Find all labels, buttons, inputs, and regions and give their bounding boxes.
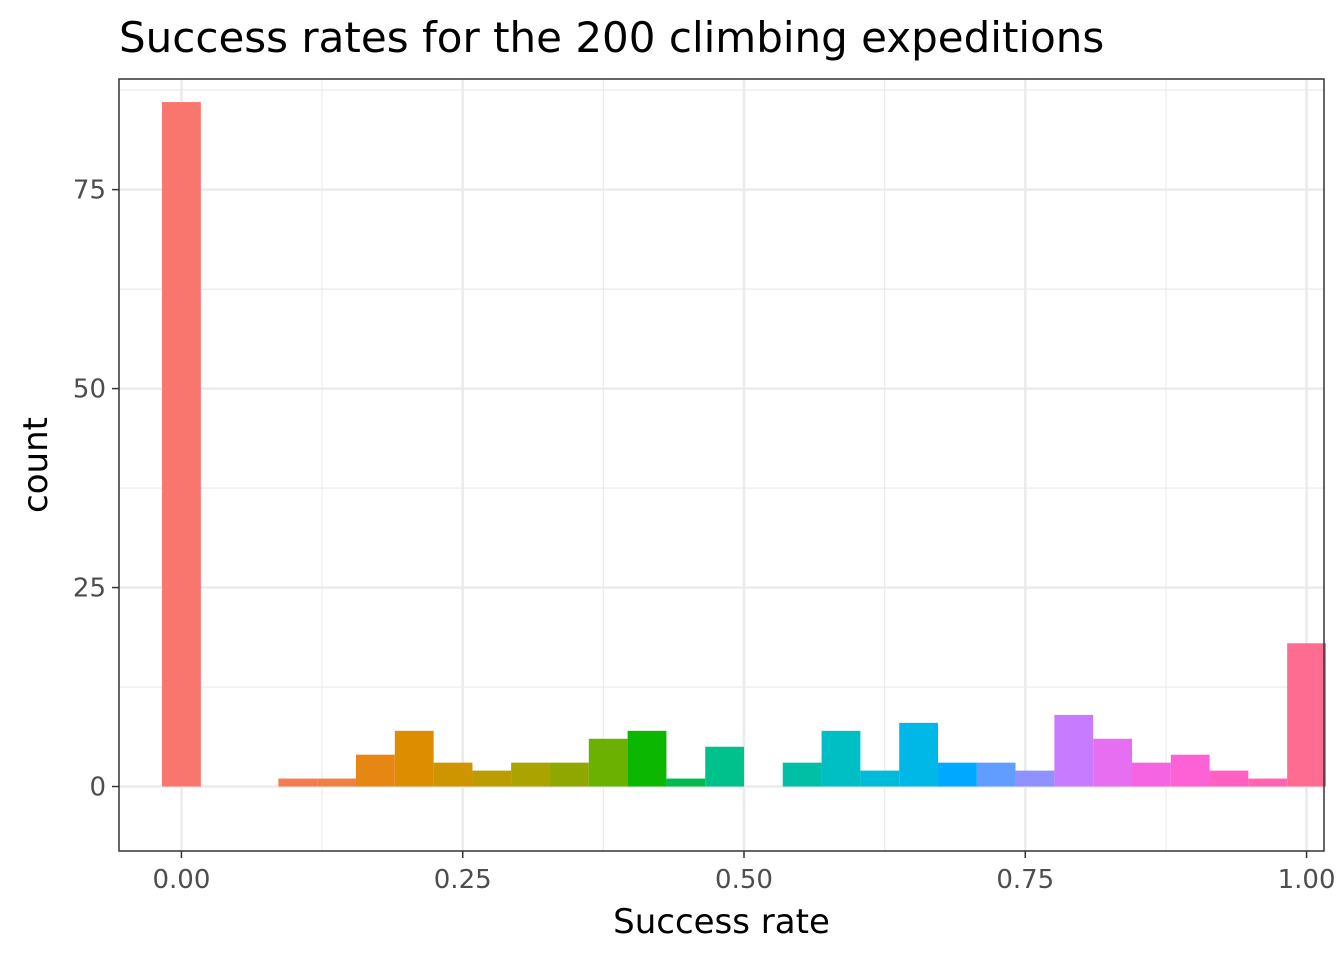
histogram-bar <box>356 754 395 787</box>
histogram-bar <box>588 738 628 787</box>
y-tick-label: 25 <box>73 574 106 604</box>
histogram-bar <box>317 778 357 787</box>
histogram-bars <box>162 102 1326 787</box>
x-tick-label: 0.50 <box>715 865 773 895</box>
histogram-bar <box>1131 762 1171 787</box>
y-axis-title: count <box>16 417 56 513</box>
histogram-bar <box>394 730 434 787</box>
y-tick-label: 0 <box>89 773 106 803</box>
histogram-bar <box>472 770 512 787</box>
histogram-bar <box>782 762 822 787</box>
y-tick-label: 75 <box>73 176 106 206</box>
histogram-bar <box>821 730 861 787</box>
plot-panel <box>119 79 1324 851</box>
histogram-bar <box>627 730 667 787</box>
histogram-bar <box>666 778 706 787</box>
histogram-bar <box>938 762 977 787</box>
histogram-bar <box>1248 778 1288 787</box>
x-axis-title: Success rate <box>613 902 830 942</box>
histogram-bar <box>899 722 939 787</box>
chart-title: Success rates for the 200 climbing exped… <box>119 13 1104 62</box>
histogram-bar <box>1170 754 1210 787</box>
x-tick-label: 0.25 <box>434 865 492 895</box>
histogram-bar <box>511 762 550 787</box>
histogram-bar <box>1093 738 1132 787</box>
histogram-bar <box>1287 643 1326 787</box>
y-tick-label: 50 <box>73 375 106 405</box>
x-tick-label: 0.00 <box>152 865 210 895</box>
histogram-bar <box>1209 770 1249 787</box>
axis-ticks: 0.00 0.25 0.50 0.75 1.00 0 25 50 75 <box>73 176 1336 895</box>
x-tick-label: 0.75 <box>996 865 1054 895</box>
histogram-bar <box>860 770 900 787</box>
histogram-bar <box>278 778 318 787</box>
histogram-bar <box>162 102 201 787</box>
x-tick-label: 1.00 <box>1278 865 1336 895</box>
plot-border <box>118 78 1325 852</box>
histogram-bar <box>549 762 589 787</box>
histogram-bar <box>705 746 745 787</box>
histogram-bar <box>1054 714 1094 787</box>
histogram-bar <box>1015 770 1055 787</box>
histogram-bar <box>433 762 473 787</box>
histogram-bar <box>976 762 1016 787</box>
